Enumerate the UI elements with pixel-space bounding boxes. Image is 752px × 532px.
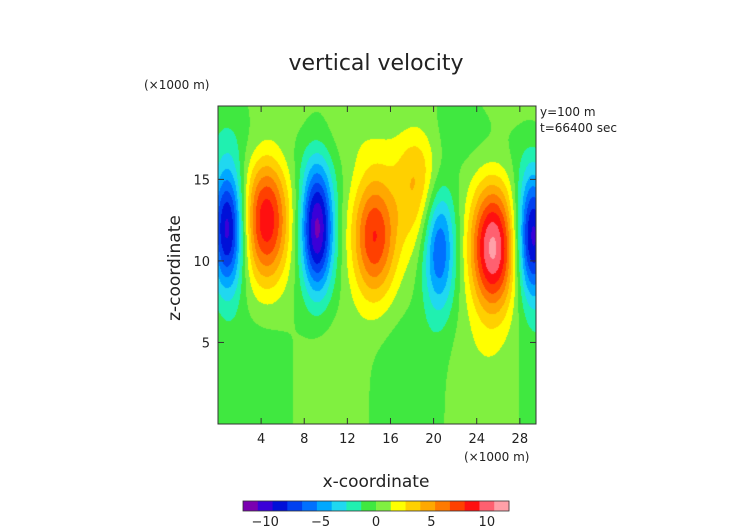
colorbar-swatch xyxy=(361,501,377,511)
x-tick-label: 24 xyxy=(468,432,485,447)
colorbar-swatch xyxy=(435,501,451,511)
x-tick-label: 28 xyxy=(512,432,529,447)
colorbar-swatch xyxy=(420,501,436,511)
x-tick-label: 8 xyxy=(300,432,308,447)
plot-frame xyxy=(217,105,537,425)
plot-area xyxy=(217,105,537,425)
colorbar-swatch xyxy=(405,501,421,511)
y-axis-label: z-coordinate xyxy=(165,215,185,321)
colorbar-swatch xyxy=(390,501,407,511)
colorbar-swatch xyxy=(479,501,495,511)
colorbar-swatch xyxy=(287,501,303,511)
x-tick-label: 16 xyxy=(382,432,399,447)
colorbar-swatch xyxy=(449,501,466,511)
colorbar-swatch xyxy=(376,501,392,511)
colorbar-tick-label: −5 xyxy=(311,515,330,530)
y-axis: 5 10 15 xyxy=(193,173,536,351)
x-tick-label: 20 xyxy=(425,432,442,447)
colorbar-tick-label: 10 xyxy=(479,515,496,530)
x-tick-label: 4 xyxy=(257,432,265,447)
chart-title: vertical velocity xyxy=(288,51,463,76)
y-axis-unit: (×1000 m) xyxy=(144,78,209,92)
colorbar: −10 −5 0 5 10 xyxy=(242,500,510,530)
velocity-field-heatmap xyxy=(218,106,536,424)
annotation-time: t=66400 sec xyxy=(540,121,617,135)
colorbar-swatch xyxy=(243,501,259,511)
colorbar-swatch xyxy=(494,501,510,511)
colorbar-swatch xyxy=(346,501,362,511)
colorbar-tick-label: −10 xyxy=(251,515,278,530)
colorbar-tick-label: 5 xyxy=(427,515,435,530)
colorbar-swatch xyxy=(316,501,333,511)
colorbar-swatch xyxy=(272,501,288,511)
colorbar-frame xyxy=(242,500,510,512)
y-tick-label: 10 xyxy=(193,255,210,270)
annotation-y: y=100 m xyxy=(540,105,596,119)
colorbar-swatch xyxy=(302,501,318,511)
colorbar-swatch xyxy=(464,501,480,511)
colorbar-swatch xyxy=(257,501,274,511)
y-tick-label: 15 xyxy=(193,173,210,188)
x-axis: 4 8 12 16 20 24 28 xyxy=(257,106,528,447)
y-tick-label: 5 xyxy=(202,336,210,351)
x-axis-label: x-coordinate xyxy=(323,472,430,492)
colorbar-tick-label: 0 xyxy=(372,515,380,530)
colorbar-swatch xyxy=(331,501,347,511)
x-axis-unit: (×1000 m) xyxy=(464,450,529,464)
x-tick-label: 12 xyxy=(339,432,356,447)
